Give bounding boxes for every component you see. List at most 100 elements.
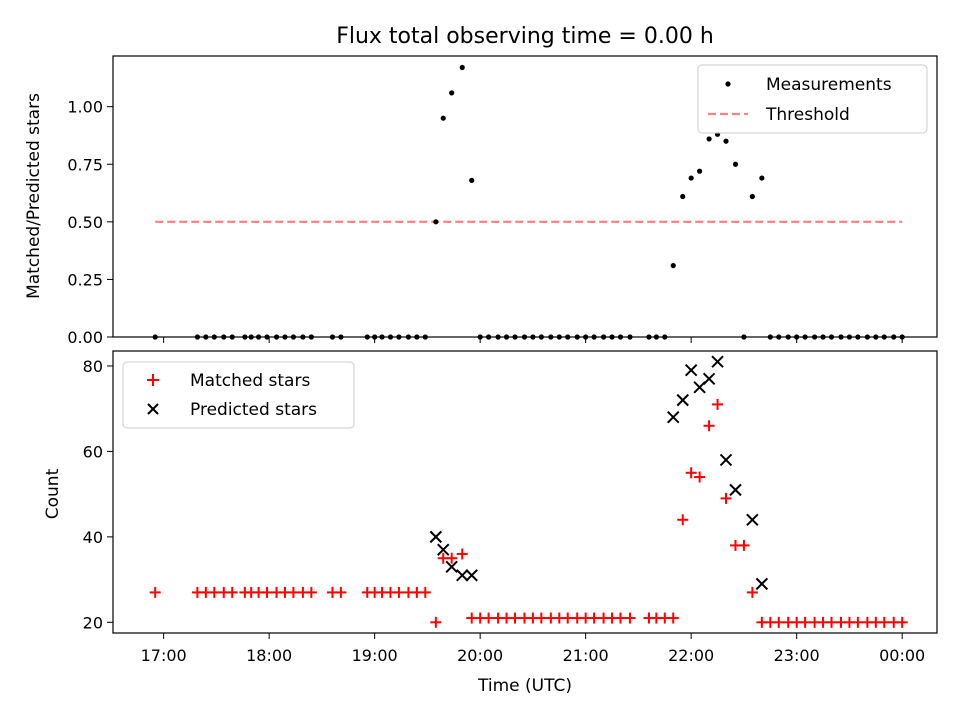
measurement-point xyxy=(706,136,712,142)
bottom-legend-box xyxy=(122,361,355,429)
top-y-tick-label: 0.25 xyxy=(67,270,103,289)
bottom-y-tick-label: 40 xyxy=(83,528,103,547)
predicted-star-point xyxy=(719,453,733,467)
bottom-x-tick-label: 19:00 xyxy=(352,646,398,665)
bottom-legend: Matched stars Predicted stars xyxy=(122,361,355,429)
matched-star-point xyxy=(335,586,347,598)
matched-star-point xyxy=(624,612,636,624)
predicted-star-point xyxy=(456,569,469,582)
top-y-axis-label: Matched/Predicted stars xyxy=(24,93,44,299)
matched-star-point xyxy=(703,420,715,432)
matched-star-point xyxy=(746,586,758,598)
bottom-y-tick-label: 80 xyxy=(83,357,103,376)
matched-star-point xyxy=(825,616,837,628)
bottom-x-tick-label: 21:00 xyxy=(563,646,609,665)
matched-star-point xyxy=(456,548,468,560)
matched-star-point xyxy=(208,586,220,598)
measurement-point xyxy=(749,193,755,200)
bottom-x-tick-label: 00:00 xyxy=(879,646,925,665)
matched-star-point xyxy=(712,398,724,410)
legend-measurements-label: Measurements xyxy=(766,75,892,95)
matched-star-point xyxy=(720,492,732,504)
matched-star-point xyxy=(614,612,626,624)
top-y-tick-label: 0.00 xyxy=(67,328,103,347)
measurement-point xyxy=(670,262,676,269)
matched-star-point xyxy=(483,612,495,624)
measurement-point xyxy=(688,175,694,181)
matched-star-point xyxy=(878,616,890,628)
top-panel: Flux total observing time = 0.00 h Match… xyxy=(24,24,938,347)
matched-star-point xyxy=(896,616,908,628)
top-legend-box xyxy=(697,64,928,134)
legend-matched-plus-icon xyxy=(147,374,159,386)
matched-star-point xyxy=(677,514,689,526)
bottom-y-tick-label: 20 xyxy=(83,613,103,632)
matched-star-point xyxy=(393,586,405,598)
bottom-x-tick-label: 23:00 xyxy=(774,646,820,665)
bottom-x-axis-label: Time (UTC) xyxy=(477,676,572,696)
bottom-axes-frame xyxy=(112,350,938,634)
measurement-point xyxy=(449,90,455,96)
matched-star-point xyxy=(694,471,706,483)
measurement-point xyxy=(732,161,739,167)
top-y-tick-label: 0.50 xyxy=(67,213,103,232)
predicted-star-point xyxy=(711,355,724,368)
top-y-tick-label: 0.75 xyxy=(67,155,103,174)
predicted-star-point xyxy=(445,560,458,573)
measurement-point xyxy=(433,219,439,225)
predicted-star-point xyxy=(729,483,742,497)
matched-star-point xyxy=(685,467,697,479)
matched-star-point xyxy=(149,586,161,598)
matched-star-point xyxy=(852,616,864,628)
matched-star-point xyxy=(509,612,521,624)
matched-star-point xyxy=(799,616,811,628)
top-y-ticks: 0.00 0.25 0.50 0.75 1.00 xyxy=(67,98,113,347)
predicted-star-point xyxy=(702,372,716,385)
matched-star-point xyxy=(446,552,458,564)
bottom-x-ticks: 17:00 18:00 19:00 20:00 21:00 22:00 23:00 00:00 xyxy=(141,633,925,665)
top-legend: Measurements Threshold xyxy=(697,64,928,134)
matched-star-point xyxy=(667,612,679,624)
top-axes-frame xyxy=(112,55,938,338)
top-y-tick-label: 1.00 xyxy=(67,98,103,117)
predicted-star-point xyxy=(755,577,769,591)
matched-star-point xyxy=(261,586,273,598)
matched-star-point xyxy=(305,586,317,598)
top-chart-title: Flux total observing time = 0.00 h xyxy=(336,24,714,49)
predicted-star-point xyxy=(465,569,478,582)
matched-star-point xyxy=(430,616,442,628)
matched-star-point xyxy=(562,612,574,624)
legend-predicted-label: Predicted stars xyxy=(190,400,317,420)
bottom-y-axis-label: Count xyxy=(43,468,63,519)
predicted-star-point xyxy=(429,530,443,544)
measurement-point xyxy=(723,138,729,144)
legend-threshold-label: Threshold xyxy=(765,105,850,125)
measurement-point xyxy=(469,177,475,183)
legend-measurements-dot-icon xyxy=(725,81,731,87)
matched-star-point xyxy=(287,586,299,598)
predicted-star-point xyxy=(746,513,759,526)
measurement-point xyxy=(459,64,465,71)
bottom-x-tick-label: 20:00 xyxy=(457,646,503,665)
matched-star-point xyxy=(738,539,750,551)
legend-matched-label: Matched stars xyxy=(190,371,310,391)
matched-star-point xyxy=(588,612,600,624)
measurement-point xyxy=(759,175,765,181)
predicted-star-point xyxy=(667,411,680,424)
legend-predicted-x-icon xyxy=(147,403,159,415)
bottom-y-ticks: 20 40 60 80 xyxy=(83,357,113,632)
measurement-point xyxy=(697,168,703,174)
predicted-star-point xyxy=(684,364,698,377)
top-plot-marks xyxy=(152,64,905,340)
measurement-point xyxy=(680,193,686,200)
bottom-panel: Count Time (UTC) 20 40 60 80 17:00 18:00 19:0… xyxy=(43,350,938,696)
bottom-y-tick-label: 60 xyxy=(83,442,103,461)
predicted-star-point xyxy=(437,543,450,556)
matched-star-point xyxy=(419,586,431,598)
bottom-x-tick-label: 18:00 xyxy=(246,646,292,665)
matched-star-point xyxy=(773,616,785,628)
matched-star-point xyxy=(535,612,547,624)
measurement-point xyxy=(440,115,446,121)
bottom-x-tick-label: 17:00 xyxy=(141,646,187,665)
